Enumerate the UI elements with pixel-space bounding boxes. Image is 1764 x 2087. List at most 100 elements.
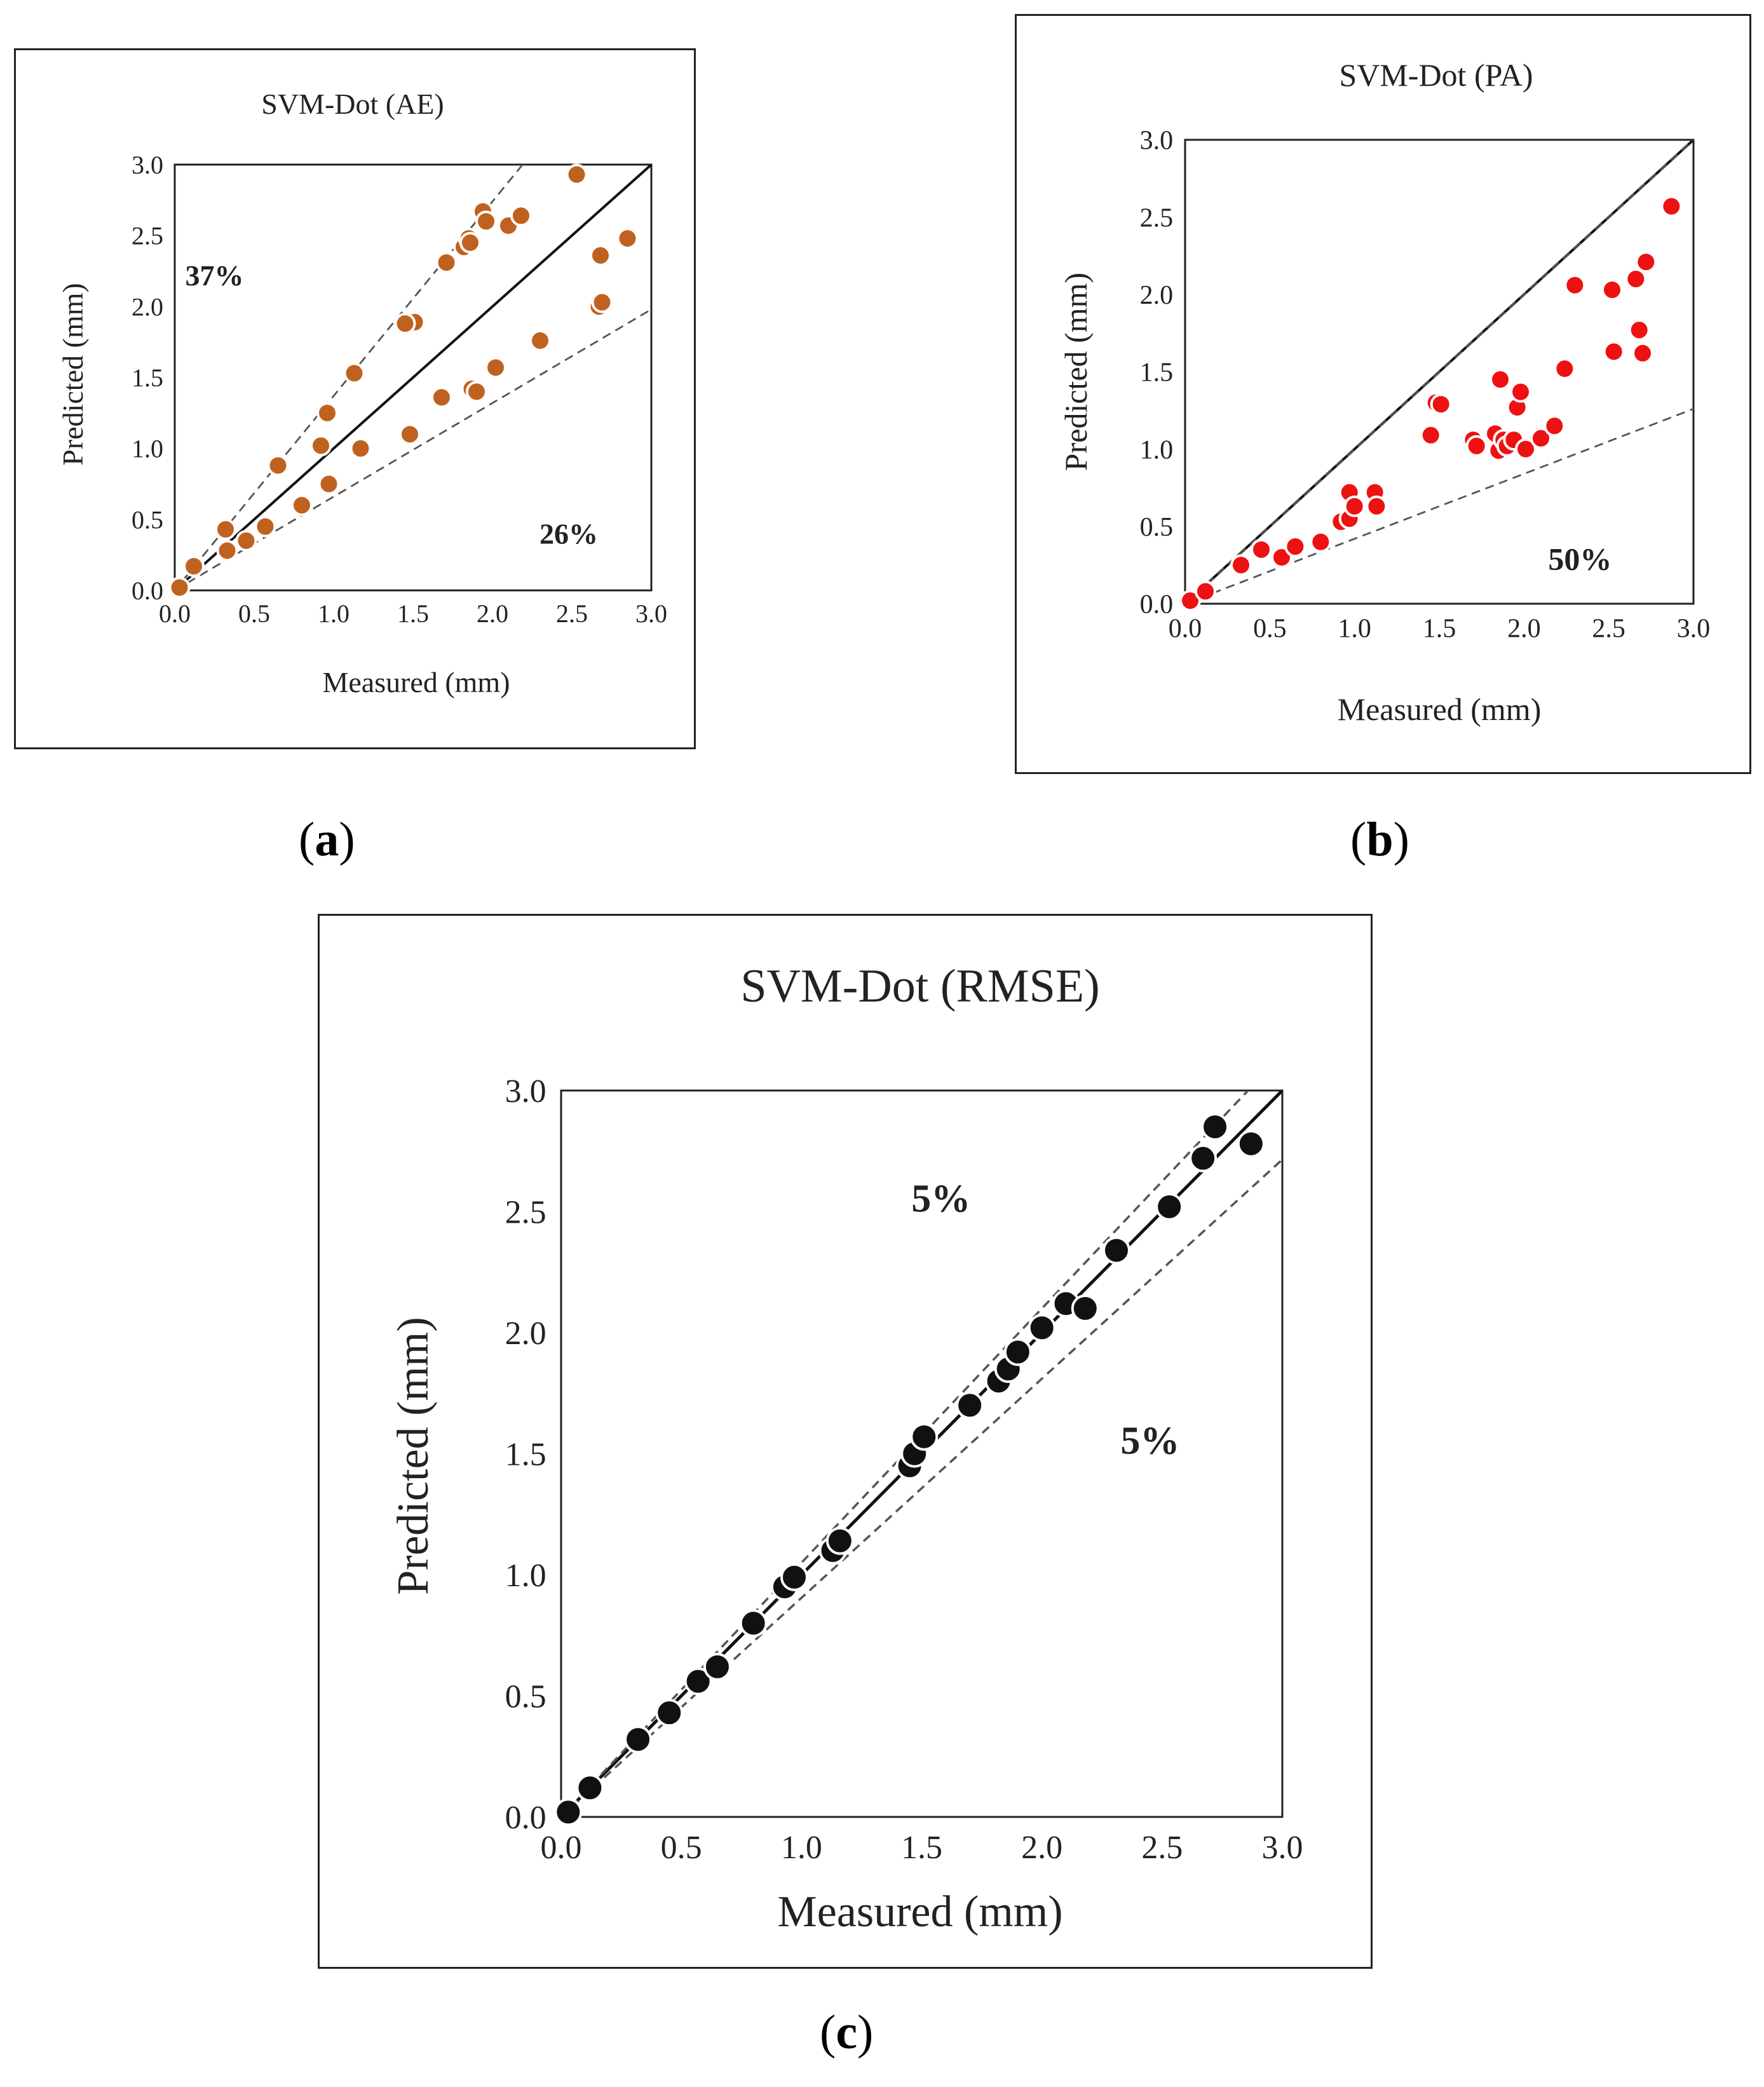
percent-annotation: 50% <box>1548 541 1611 576</box>
data-point <box>1603 341 1625 363</box>
y-tick-label: 0.5 <box>132 505 163 534</box>
y-tick-label: 1.0 <box>132 435 163 463</box>
x-tick-label: 2.5 <box>1141 1830 1183 1866</box>
x-tick-label: 2.0 <box>477 599 508 628</box>
data-point <box>1003 1338 1032 1366</box>
data-point <box>216 540 238 562</box>
data-point <box>1510 381 1531 403</box>
caption-c-letter: c <box>836 2006 858 2059</box>
data-point <box>739 1609 768 1638</box>
data-point <box>267 454 289 477</box>
data-point <box>1515 438 1537 460</box>
data-point <box>1230 554 1252 576</box>
data-point <box>825 1526 854 1555</box>
y-tick-label: 1.0 <box>1140 435 1174 465</box>
y-tick-label: 0.0 <box>1140 590 1174 620</box>
x-tick-label: 0.5 <box>1253 615 1287 644</box>
x-tick-label: 0.0 <box>159 599 191 628</box>
data-point <box>529 329 551 351</box>
data-point <box>183 555 205 578</box>
data-point <box>591 291 613 313</box>
chart-title: SVM-Dot (PA) <box>1339 57 1533 93</box>
y-tick-label: 1.5 <box>1140 358 1174 388</box>
x-tick-label: 0.5 <box>661 1830 702 1866</box>
upper-bound-line <box>1185 140 1693 604</box>
data-point <box>1554 358 1576 380</box>
plot-area <box>173 163 653 592</box>
data-point <box>1544 415 1566 437</box>
x-tick-label: 1.0 <box>318 599 349 628</box>
data-point <box>590 244 611 266</box>
x-tick-label: 1.5 <box>397 599 429 628</box>
data-point <box>1284 535 1306 557</box>
data-point <box>616 228 639 250</box>
y-axis-label: Predicted (mm) <box>389 1317 438 1594</box>
data-point <box>1632 342 1653 364</box>
data-point <box>1195 580 1216 602</box>
data-point <box>215 518 236 540</box>
x-tick-label: 1.5 <box>901 1830 942 1866</box>
y-tick-label: 0.5 <box>1140 513 1174 542</box>
x-tick-label: 2.0 <box>1021 1830 1062 1866</box>
data-point <box>1028 1314 1056 1342</box>
data-point <box>316 402 338 424</box>
data-point <box>1601 279 1623 301</box>
lower-bound-line <box>1185 408 1693 604</box>
upper-bound-line <box>175 165 524 590</box>
data-point <box>343 362 365 384</box>
data-point <box>1237 1129 1265 1158</box>
data-point <box>1251 538 1272 561</box>
data-point <box>466 381 487 403</box>
chart-title: SVM-Dot (RMSE) <box>740 960 1099 1012</box>
percent-annotation: 37% <box>186 259 244 292</box>
x-tick-label: 0.0 <box>541 1830 582 1866</box>
data-point <box>956 1391 984 1420</box>
chart-panel-pa: SVM-Dot (PA) 0.0 0.0 0.5 0.5 1.0 1.0 1.5 1.5 2.0 2… <box>1015 14 1751 774</box>
y-tick-label: 1.5 <box>505 1437 546 1473</box>
data-point <box>566 163 588 186</box>
data-point <box>780 1563 808 1591</box>
data-point <box>435 252 458 274</box>
x-tick-label: 3.0 <box>1262 1830 1303 1866</box>
percent-annotation: 5% <box>1120 1420 1179 1463</box>
data-point <box>1179 590 1201 612</box>
data-point <box>510 205 532 227</box>
data-point <box>1465 435 1488 457</box>
y-axis-label: Predicted (mm) <box>1058 273 1094 471</box>
data-point <box>624 1725 653 1754</box>
y-tick-label: 1.5 <box>132 364 163 392</box>
y-tick-label: 2.0 <box>132 292 163 321</box>
data-point <box>1625 268 1647 290</box>
x-tick-label: 0.0 <box>1169 615 1202 644</box>
data-point <box>431 386 452 409</box>
data-point <box>1366 495 1388 517</box>
y-tick-label: 1.0 <box>505 1558 546 1594</box>
y-tick-label: 2.5 <box>505 1195 546 1231</box>
data-point <box>1343 495 1366 517</box>
percent-annotation: 26% <box>539 517 598 550</box>
y-tick-label: 2.5 <box>1140 203 1174 233</box>
x-tick-label: 0.5 <box>238 599 270 628</box>
data-point <box>1420 424 1442 446</box>
data-point <box>310 435 332 457</box>
data-point <box>1489 369 1511 391</box>
x-tick-label: 3.0 <box>1677 615 1711 644</box>
y-tick-label: 0.0 <box>505 1800 546 1836</box>
data-point <box>1628 319 1650 341</box>
x-tick-label: 1.5 <box>1423 615 1456 644</box>
y-tick-label: 2.0 <box>1140 281 1174 310</box>
caption-b-letter: b <box>1366 813 1394 866</box>
data-point <box>576 1774 604 1802</box>
percent-annotation: 5% <box>911 1178 970 1221</box>
data-point <box>399 423 421 445</box>
y-tick-label: 3.0 <box>132 151 163 179</box>
data-point <box>1071 1294 1099 1322</box>
x-axis-label: Measured (mm) <box>1338 691 1542 727</box>
x-tick-label: 3.0 <box>635 599 667 628</box>
x-tick-label: 1.0 <box>781 1830 822 1866</box>
y-tick-label: 2.0 <box>505 1315 546 1352</box>
data-point <box>394 313 416 335</box>
caption-a-letter: a <box>315 813 339 866</box>
data-point <box>459 231 481 254</box>
x-tick-label: 2.5 <box>556 599 588 628</box>
